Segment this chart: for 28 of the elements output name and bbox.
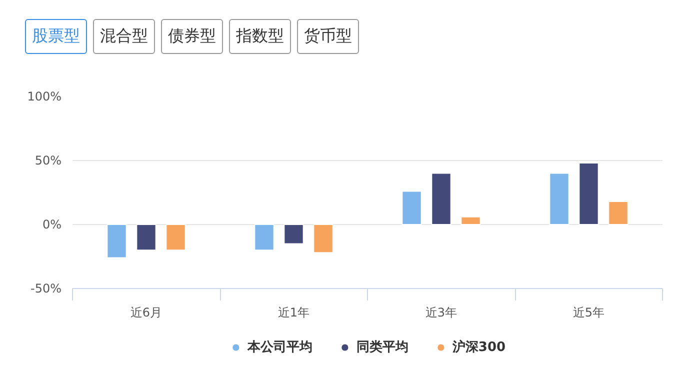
x-tick-label: 近3年 bbox=[425, 306, 458, 320]
text: 债券型 bbox=[161, 19, 223, 54]
x-tick-label: 近6月 bbox=[130, 306, 162, 320]
bar bbox=[460, 216, 481, 225]
bar bbox=[431, 172, 452, 225]
legend-label: 本公司平均 bbox=[247, 339, 312, 356]
y-tick-label: 50% bbox=[34, 154, 62, 168]
y-tick-label: 100% bbox=[27, 90, 62, 104]
x-tick-label: 近5年 bbox=[572, 306, 605, 320]
bar bbox=[254, 224, 274, 251]
text: 混合型 bbox=[93, 19, 155, 54]
text: 股票型 bbox=[25, 19, 87, 54]
bar bbox=[402, 190, 422, 225]
x-tick-label: 近1年 bbox=[278, 306, 310, 320]
bar bbox=[106, 224, 127, 258]
bar bbox=[284, 224, 304, 244]
bar bbox=[578, 162, 599, 225]
text: 指数型 bbox=[229, 19, 291, 54]
bar bbox=[313, 224, 334, 254]
y-tick-label: 0% bbox=[42, 218, 62, 232]
bar bbox=[136, 224, 156, 251]
y-tick-label: -50% bbox=[30, 282, 62, 296]
bar bbox=[549, 172, 570, 225]
text: 货币型 bbox=[297, 19, 359, 54]
bar bbox=[166, 224, 186, 251]
legend-label: 同类平均 bbox=[356, 339, 408, 356]
legend-label: 沪深300 bbox=[452, 338, 506, 356]
bar bbox=[608, 200, 628, 225]
